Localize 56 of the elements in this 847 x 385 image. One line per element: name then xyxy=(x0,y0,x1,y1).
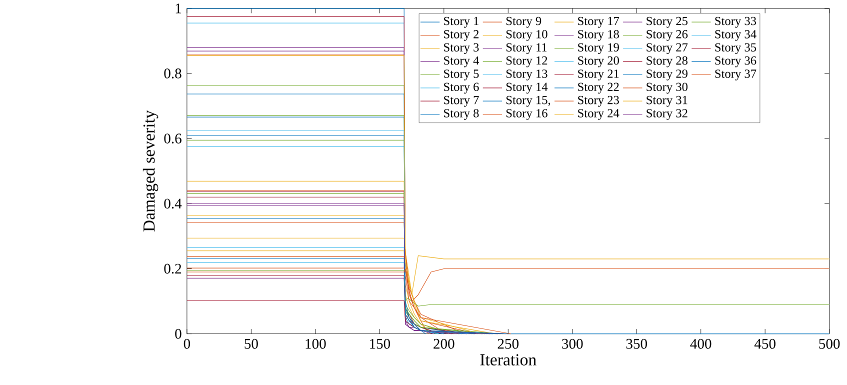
legend-label: Story 17 xyxy=(578,16,620,28)
x-tick-label: 250 xyxy=(498,338,519,349)
y-axis-title: Damaged severity xyxy=(142,110,158,232)
y-tick-label: 0.4 xyxy=(164,198,182,209)
legend-label: Story 11 xyxy=(506,43,547,54)
x-axis-title: Iteration xyxy=(480,354,536,366)
legend-label: Story 1 xyxy=(444,16,478,28)
legend-label: Story 36 xyxy=(715,56,756,68)
legend-label: Story 25 xyxy=(646,16,688,28)
legend-label: Story 18 xyxy=(578,30,619,41)
legend-label: Story 6 xyxy=(444,82,479,94)
legend-label: Story 4 xyxy=(444,56,480,68)
y-tick-label: 0 xyxy=(175,328,182,339)
legend-label: Story 29 xyxy=(646,70,688,80)
y-tick-label: 0.6 xyxy=(164,134,182,144)
legend-label: Story 37 xyxy=(715,70,756,80)
legend-label: Story 30 xyxy=(646,82,688,94)
legend-label: Story 22 xyxy=(578,82,619,94)
legend-label: Story 16 xyxy=(506,109,548,120)
x-tick-label: 50 xyxy=(244,338,258,349)
x-tick-label: 450 xyxy=(754,338,776,349)
legend-label: Story 33 xyxy=(715,16,756,28)
x-tick-label: 300 xyxy=(562,338,583,349)
x-tick-label: 150 xyxy=(370,338,390,349)
legend-label: Story 23 xyxy=(578,96,619,107)
x-tick-label: 100 xyxy=(306,338,326,349)
y-tick-label: 0.2 xyxy=(164,264,182,274)
x-tick-label: 0 xyxy=(184,338,190,349)
legend-label: Story 7 xyxy=(444,96,479,107)
legend-label: Story 34 xyxy=(715,30,756,41)
y-tick-label: 1 xyxy=(176,4,181,14)
legend-label: Story 8 xyxy=(444,109,479,120)
legend-label: Story 5 xyxy=(444,70,479,80)
legend-label: Story 24 xyxy=(578,109,620,120)
legend-label: Story 28 xyxy=(646,56,688,68)
x-tick-label: 350 xyxy=(626,338,647,349)
legend-label: Story 9 xyxy=(506,16,542,28)
legend-label: Story 19 xyxy=(578,43,619,54)
legend-label: Story 35 xyxy=(715,43,756,54)
legend-label: Story 10 xyxy=(506,30,548,41)
legend-label: Story 3 xyxy=(444,43,479,54)
legend-label: Story 12 xyxy=(506,56,548,68)
legend-label: Story 21 xyxy=(578,70,619,80)
legend-label: Story 2 xyxy=(444,30,479,41)
legend-label: Story 20 xyxy=(578,56,619,68)
legend-label: Story 15, xyxy=(506,96,550,107)
y-tick-label: 0.8 xyxy=(164,68,182,78)
legend-label: Story 27 xyxy=(646,43,688,54)
legend-label: Story 31 xyxy=(646,96,688,107)
legend-label: Story 26 xyxy=(646,30,688,41)
legend-label: Story 32 xyxy=(646,109,688,120)
legend-label: Story 14 xyxy=(506,82,548,94)
legend-label: Story 13 xyxy=(506,70,548,80)
x-tick-label: 500 xyxy=(819,338,840,349)
x-tick-label: 400 xyxy=(690,338,712,349)
x-tick-label: 200 xyxy=(434,338,454,349)
